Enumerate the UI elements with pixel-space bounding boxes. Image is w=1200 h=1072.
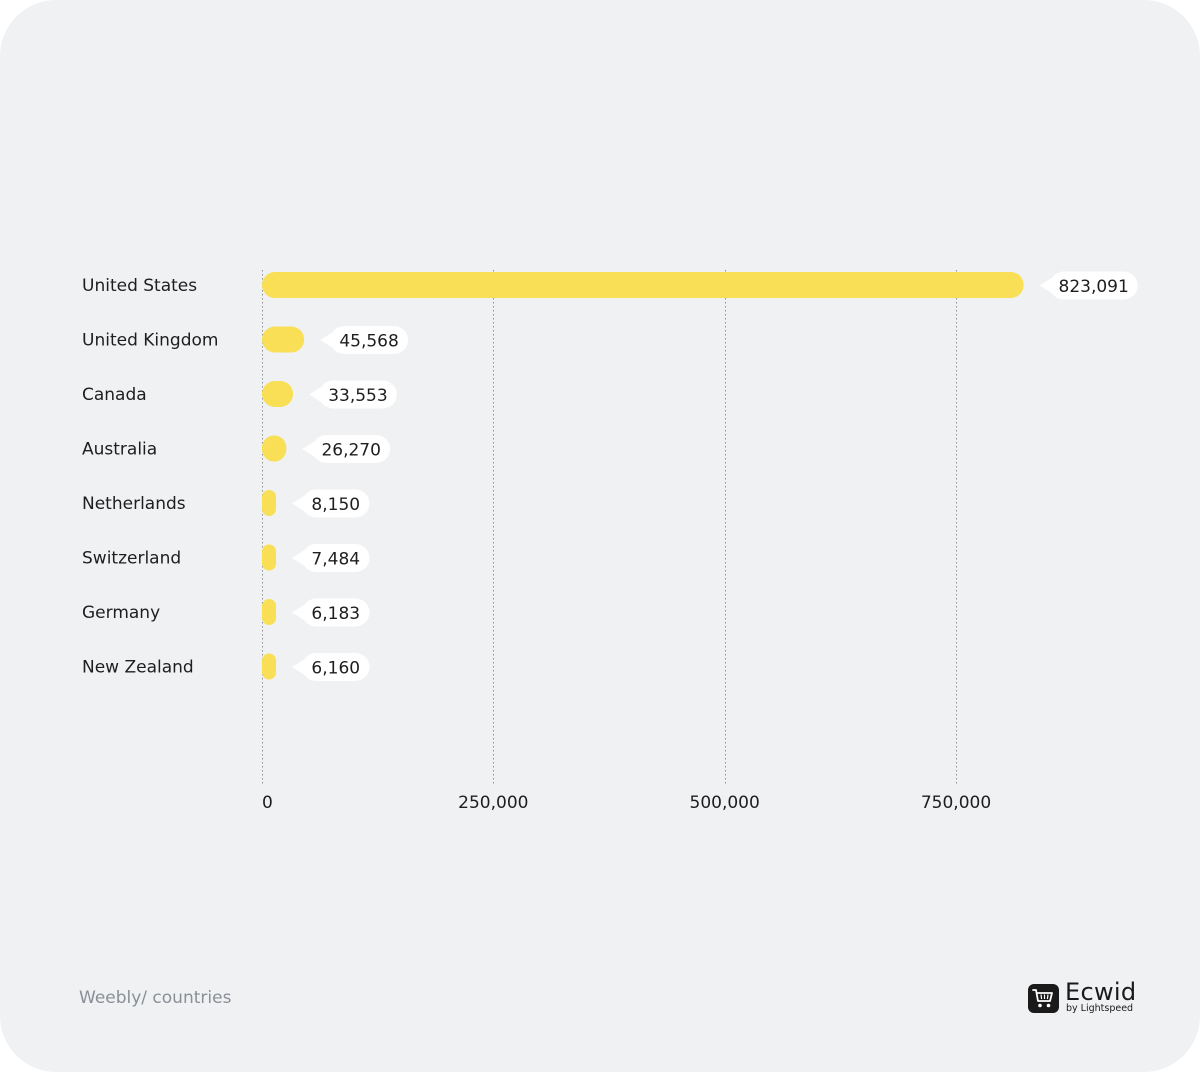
value-callout-pointer <box>292 550 304 566</box>
category-label: Canada <box>82 385 147 405</box>
x-tick-label: 0 <box>262 793 273 813</box>
bar <box>262 381 294 407</box>
bar <box>262 653 276 680</box>
value-callout: 6,183 <box>292 598 370 627</box>
bar <box>262 544 276 571</box>
category-label: Australia <box>82 440 157 460</box>
bar <box>262 490 276 516</box>
value-callout-bg <box>330 326 408 354</box>
category-label: Switzerland <box>82 549 181 569</box>
value-callout-pointer <box>320 332 333 348</box>
bar <box>262 435 287 462</box>
value-callout: 7,484 <box>292 544 370 572</box>
value-callout: 6,160 <box>292 653 370 681</box>
value-label: 6,160 <box>311 659 360 679</box>
value-callout-pointer <box>292 605 304 620</box>
value-callout-bg <box>302 598 370 627</box>
bar <box>262 599 276 625</box>
value-callout-pointer <box>292 496 304 511</box>
value-label: 6,183 <box>311 604 360 624</box>
value-callout-pointer <box>1039 278 1052 293</box>
bar <box>262 326 305 353</box>
value-label: 26,270 <box>321 441 380 461</box>
category-label: United Kingdom <box>82 331 218 351</box>
value-callout: 33,553 <box>309 380 397 409</box>
value-callout-bg <box>302 544 370 572</box>
brand-logo: Ecwid by Lightspeed <box>1028 978 1148 1016</box>
value-callout-bg <box>1049 271 1138 300</box>
value-label: 823,091 <box>1059 277 1129 297</box>
bar <box>262 272 1024 298</box>
value-callout-bg <box>319 380 397 409</box>
x-tick-label: 750,000 <box>921 793 991 813</box>
value-callout-bg <box>302 653 370 681</box>
x-tick-label: 500,000 <box>690 793 760 813</box>
value-callout-bg <box>302 489 370 518</box>
category-label: Netherlands <box>82 494 186 514</box>
value-callout: 26,270 <box>302 435 391 463</box>
value-callout-pointer <box>292 659 304 675</box>
brand-subtitle: by Lightspeed <box>1066 1003 1134 1014</box>
value-label: 33,553 <box>328 386 387 406</box>
category-label: United States <box>82 276 197 296</box>
value-callout: 8,150 <box>292 489 370 518</box>
value-label: 45,568 <box>339 332 398 352</box>
value-callout-pointer <box>302 441 315 457</box>
category-label: Germany <box>82 603 160 623</box>
value-label: 8,150 <box>311 495 360 515</box>
value-callout-pointer <box>309 387 322 402</box>
value-label: 7,484 <box>311 550 360 570</box>
value-callout-bg <box>312 435 391 463</box>
brand-name: Ecwid <box>1065 978 1137 1006</box>
value-callout: 823,091 <box>1039 271 1138 300</box>
shopping-cart-icon <box>1028 984 1059 1013</box>
chart-caption: Weebly/ countries <box>79 988 232 1008</box>
category-label: New Zealand <box>82 658 194 678</box>
value-callout: 45,568 <box>320 326 408 354</box>
x-tick-label: 250,000 <box>458 793 528 813</box>
